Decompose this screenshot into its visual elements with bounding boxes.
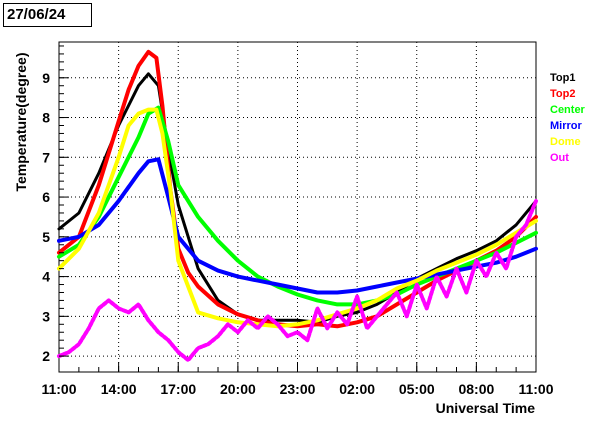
legend: Top1 Top2 Center Mirror Dome Out (550, 72, 586, 164)
legend-entry-dome: Dome (550, 136, 581, 148)
y-tick-label: 7 (42, 149, 50, 165)
y-tick-label: 6 (42, 189, 50, 205)
x-tick-label: 20:00 (220, 381, 256, 397)
plot-frame (58, 41, 537, 373)
legend-entry-center: Center (550, 104, 586, 116)
legend-entry-top1: Top1 (550, 72, 575, 84)
series-layer (57, 49, 538, 363)
x-tick-label: 02:00 (339, 381, 375, 397)
y-axis-title: Temperature(degree) (13, 52, 29, 191)
y-tick-label: 9 (42, 70, 50, 86)
axes: 11:00 14:00 17:00 20:00 23:00 02:00 05:00 08:00… (41, 45, 554, 397)
y-tick-label: 2 (42, 348, 50, 364)
y-tick-label: 3 (42, 308, 50, 324)
x-tick-label: 11:00 (41, 381, 76, 397)
x-tick-label: 14:00 (101, 381, 137, 397)
x-tick-label: 08:00 (458, 381, 494, 397)
y-tick-label: 8 (42, 110, 50, 126)
date-label: 27/06/24 (3, 3, 92, 27)
y-tick-label: 4 (42, 269, 50, 285)
x-tick-label: 11:00 (518, 381, 553, 397)
legend-entry-out: Out (550, 152, 569, 164)
x-tick-label: 17:00 (160, 381, 196, 397)
x-tick-label: 23:00 (280, 381, 316, 397)
legend-entry-top2: Top2 (550, 88, 575, 100)
x-axis-title: Universal Time (436, 400, 536, 416)
series-line-out (57, 199, 538, 363)
x-tick-label: 05:00 (399, 381, 435, 397)
series-line-top1 (57, 72, 538, 324)
series-line-dome (57, 107, 538, 329)
legend-entry-mirror: Mirror (550, 120, 583, 132)
series-line-mirror (57, 157, 538, 295)
y-tick-label: 5 (42, 229, 50, 245)
